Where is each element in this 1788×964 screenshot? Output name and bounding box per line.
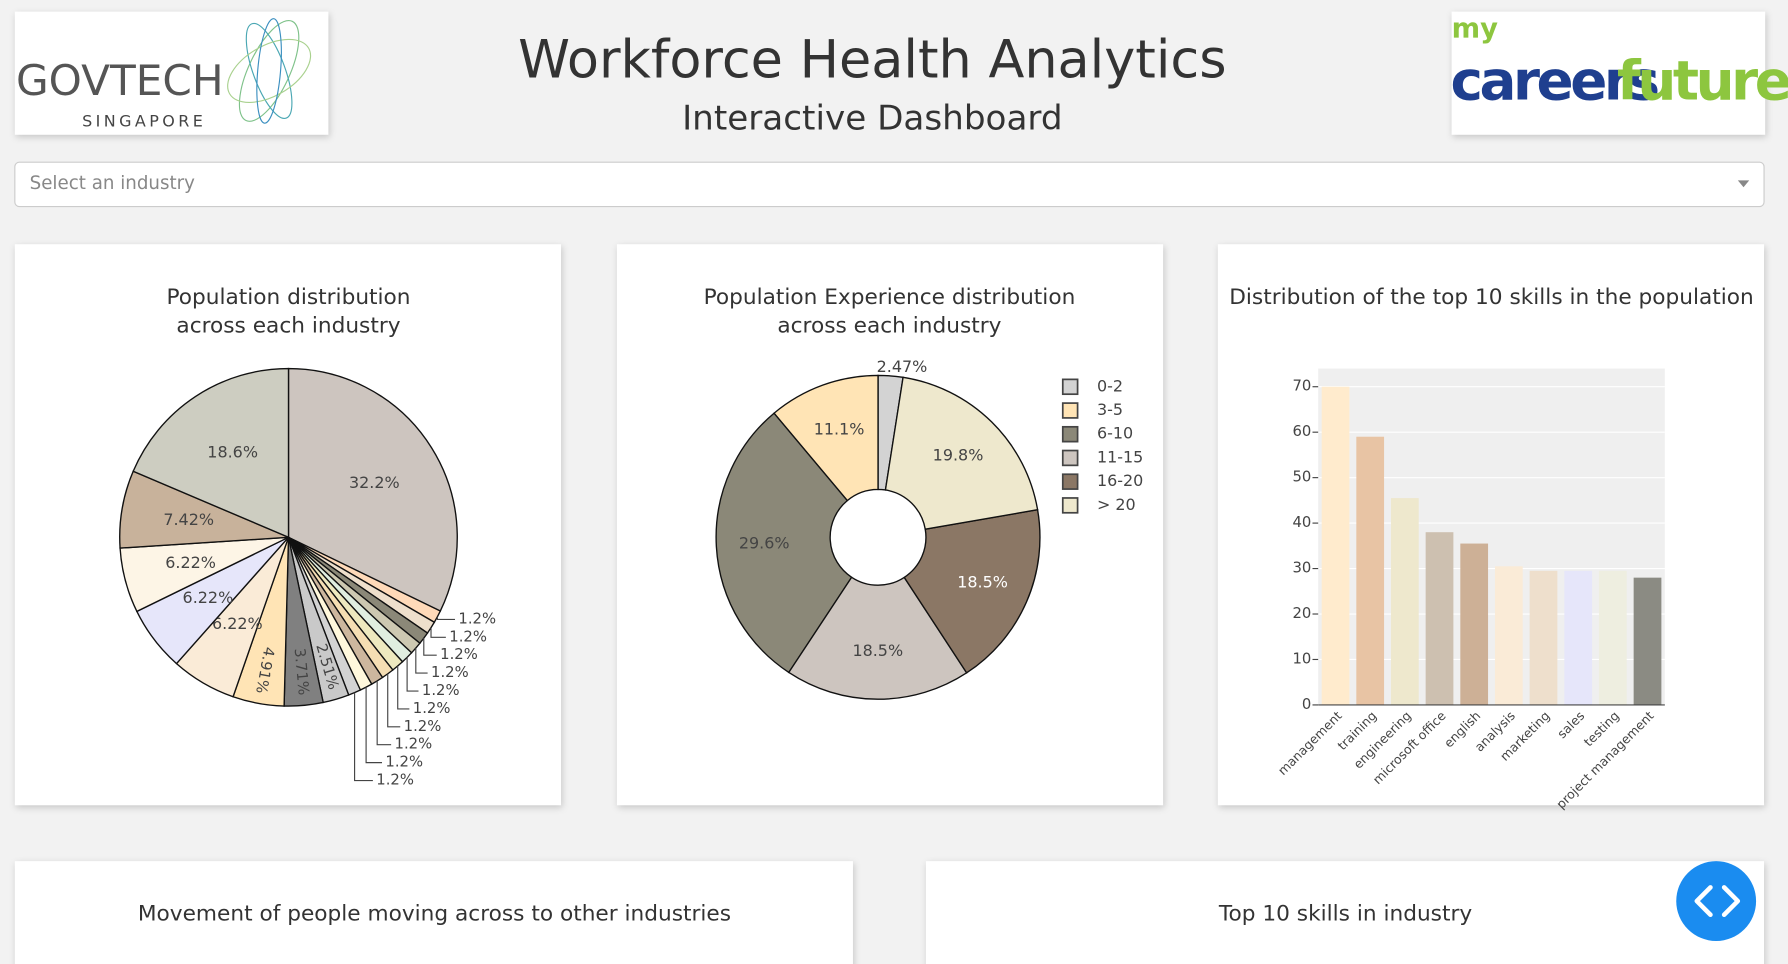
slice-label: 18.5% [852,641,903,660]
y-tick-label: 20 [1292,605,1311,622]
legend-swatch [1061,402,1079,419]
panel-title: Movement of people moving across to othe… [138,902,731,927]
y-tick-label: 50 [1292,469,1311,486]
legend-label: 6-10 [1097,424,1133,443]
legend-label: 16-20 [1097,471,1143,490]
page-title: Workforce Health Analytics [518,30,1226,91]
logo-swirl [227,18,312,124]
y-tick-label: 60 [1292,423,1311,440]
slice-label: 6.22% [183,588,234,607]
legend-swatch [1061,473,1079,490]
legend-swatch [1061,378,1079,396]
slice-label: 3.71% [291,648,312,696]
donut-slice [787,576,968,700]
button-icon[interactable] [1694,885,1741,918]
slice-label: 32.2% [349,473,400,492]
slice-label: 11.1% [814,420,865,439]
slice-label: 1.2% [376,772,414,789]
slice-label: 1.2% [431,664,469,681]
chart-panel [925,861,1765,964]
chart-title: Distribution of the top 10 skills in the… [1229,285,1754,310]
y-tick-label: 0 [1302,696,1311,713]
slice-label: 6.22% [165,553,216,572]
bar [1425,532,1454,705]
legend-swatch [1061,425,1079,443]
slice-label: 1.2% [440,646,478,663]
bar [1460,543,1489,705]
chart-panel [616,244,1164,806]
leader-line [397,665,410,710]
dropdown-box[interactable] [14,161,1765,208]
slice-label: 18.6% [207,442,258,461]
donut-slice [903,508,1041,674]
leader-line [354,692,373,782]
dropdown-placeholder[interactable]: Select an industry [30,173,195,194]
leader-line [387,673,401,728]
donut-slice [715,412,853,674]
legend-label: 11-15 [1097,447,1143,466]
logo-subtext: SINGAPORE [82,112,206,131]
legend-label: 0-2 [1097,376,1123,395]
slice-label: 19.8% [933,446,984,465]
bar [1390,498,1419,705]
bar [1529,570,1558,705]
slice-label: 29.6% [739,533,790,552]
y-tick-label: 10 [1292,650,1311,667]
page-subtitle: Interactive Dashboard [682,98,1063,138]
code-toggle-button[interactable] [1676,861,1757,941]
leader-line [436,616,455,620]
legend-label: > 20 [1097,495,1136,514]
leader-line [376,680,392,746]
leader-line [423,638,437,656]
slice-label: 1.2% [385,754,423,771]
slice-label: 1.2% [395,736,433,753]
bar [1356,436,1385,705]
y-tick-label: 70 [1292,378,1311,395]
industry-dropdown[interactable]: Select an industry [14,161,1765,208]
slice-label: 1.2% [404,718,442,735]
y-tick-label: 30 [1292,560,1311,577]
panel-title: Top 10 skills in industry [1218,902,1472,927]
pie-slice [287,367,458,612]
charts: Population distribution across each indus… [119,285,1754,812]
logo-prefix: my [1452,13,1499,44]
chart-title: Population Experience distribution [704,285,1076,310]
legend-label: 3-5 [1097,400,1123,419]
slice-label: 18.5% [957,572,1008,591]
bar [1598,570,1627,705]
y-tick-label: 40 [1292,514,1311,531]
bar [1494,566,1523,705]
slice-label: 7.42% [163,510,214,529]
legend-swatch [1061,497,1079,514]
bar [1321,386,1350,705]
logo-text: GOVTECH [16,56,224,105]
pie-slice [132,367,290,539]
logo-word: careers [1450,49,1657,113]
leader-line [406,657,419,692]
leader-line [365,687,383,764]
slice-label: 1.2% [413,700,451,717]
chart-title: Population distribution [166,285,410,310]
slice-label: 1.2% [458,610,496,627]
slice-label: 1.2% [422,682,460,699]
bar [1633,577,1662,705]
legend-swatch [1061,449,1079,467]
chart-title: across each industry [777,313,1001,338]
logo-word: future.sg [1617,49,1788,113]
chart-title: across each industry [176,313,400,338]
bar [1564,570,1593,705]
careersfuture-logo [1451,11,1766,135]
slice-label: 1.2% [449,628,487,645]
chart-panel [14,861,853,964]
donut-slice [773,374,879,502]
leader-line [415,648,428,674]
slice-label: 6.22% [212,614,263,633]
dropdown-arrow[interactable] [1737,180,1750,188]
button-circle[interactable] [1676,861,1757,941]
donut-slice [884,376,1039,530]
slice-label: 2.47% [877,357,928,376]
leader-line [430,627,446,638]
